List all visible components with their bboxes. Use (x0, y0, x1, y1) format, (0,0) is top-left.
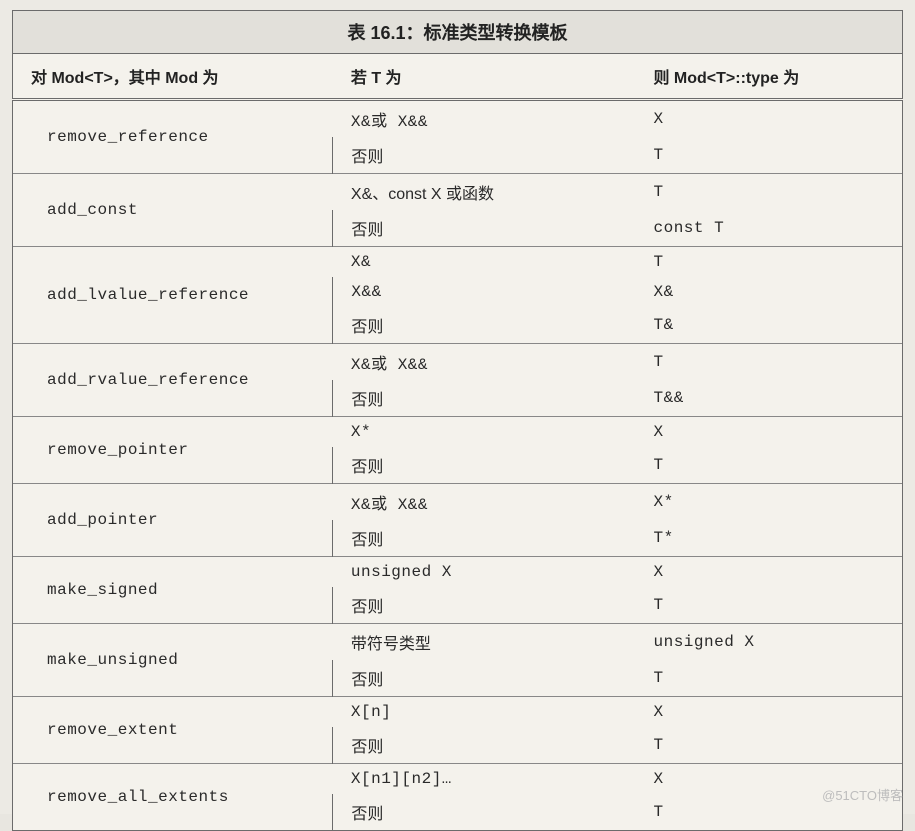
cell-if-t: X[n1][n2]… (333, 764, 636, 795)
table-row: remove_extentX[n]X (13, 697, 903, 728)
cell-if-t: X&& (333, 277, 636, 307)
cell-result: T (635, 174, 902, 211)
mod-name: remove_extent (47, 721, 178, 739)
table-row: add_lvalue_referenceX&T (13, 247, 903, 278)
cell-result: T (635, 247, 902, 278)
cell-result: X (635, 557, 902, 588)
watermark-text: @51CTO博客 (822, 785, 903, 804)
group-make_unsigned: make_unsigned带符号类型unsigned X否则T (13, 624, 903, 697)
cell-if-t: 否则 (333, 380, 636, 417)
cell-result: T&& (635, 380, 902, 417)
cell-result: T (635, 447, 902, 484)
mod-name: add_lvalue_reference (47, 286, 249, 304)
group-add_rvalue_reference: add_rvalue_referenceX&或 X&&T否则T&& (13, 344, 903, 417)
cell-if-t: X* (333, 417, 636, 448)
cell-result: T (635, 137, 902, 174)
cell-if-t: 否则 (333, 137, 636, 174)
group-remove_all_extents: remove_all_extentsX[n1][n2]…X否则T (13, 764, 903, 831)
cell-if-t: 否则 (333, 727, 636, 764)
group-add_pointer: add_pointerX&或 X&&X*否则T* (13, 484, 903, 557)
group-make_signed: make_signedunsigned XX否则T (13, 557, 903, 624)
group-add_const: add_constX&、const X 或函数T否则const T (13, 174, 903, 247)
cell-if-t: 否则 (333, 794, 636, 831)
table-row: add_constX&、const X 或函数T (13, 174, 903, 211)
mod-name: make_signed (47, 581, 158, 599)
mod-name: add_const (47, 201, 138, 219)
cell-result: X& (635, 277, 902, 307)
cell-if-t: X&或 X&& (333, 484, 636, 521)
group-add_lvalue_reference: add_lvalue_referenceX&TX&&X&否则T& (13, 247, 903, 344)
col-header-type: 则 Mod<T>::type 为 (635, 54, 902, 100)
cell-result: T (635, 660, 902, 697)
col-header-mod: 对 Mod<T>，其中 Mod 为 (13, 54, 333, 100)
cell-result: unsigned X (635, 624, 902, 661)
group-remove_pointer: remove_pointerX*X否则T (13, 417, 903, 484)
type-trait-table: 表 16.1：标准类型转换模板 对 Mod<T>，其中 Mod 为 若 T 为 … (12, 10, 903, 831)
table-row: make_signedunsigned XX (13, 557, 903, 588)
table-row: add_pointerX&或 X&&X* (13, 484, 903, 521)
cell-if-t: X& (333, 247, 636, 278)
cell-if-t: 否则 (333, 307, 636, 344)
cell-result: T (635, 344, 902, 381)
cell-result: X (635, 100, 902, 138)
cell-result: X* (635, 484, 902, 521)
cell-if-t: 否则 (333, 447, 636, 484)
cell-if-t: 否则 (333, 520, 636, 557)
cell-if-t: X&、const X 或函数 (333, 174, 636, 211)
table-row: make_unsigned带符号类型unsigned X (13, 624, 903, 661)
group-remove_reference: remove_referenceX&或 X&&X否则T (13, 100, 903, 174)
cell-result: X (635, 417, 902, 448)
cell-result: T (635, 587, 902, 624)
table-header-row: 对 Mod<T>，其中 Mod 为 若 T 为 则 Mod<T>::type 为 (13, 54, 903, 100)
col-header-t: 若 T 为 (333, 54, 636, 100)
cell-if-t: X[n] (333, 697, 636, 728)
mod-name: add_rvalue_reference (47, 371, 249, 389)
cell-result: T& (635, 307, 902, 344)
mod-name: add_pointer (47, 511, 158, 529)
cell-if-t: 带符号类型 (333, 624, 636, 661)
mod-name: make_unsigned (47, 651, 178, 669)
cell-result: T (635, 727, 902, 764)
cell-result: X (635, 697, 902, 728)
table-title: 表 16.1：标准类型转换模板 (13, 11, 903, 54)
cell-result: const T (635, 210, 902, 247)
table-row: remove_pointerX*X (13, 417, 903, 448)
cell-if-t: X&或 X&& (333, 344, 636, 381)
cell-result: T* (635, 520, 902, 557)
group-remove_extent: remove_extentX[n]X否则T (13, 697, 903, 764)
table-title-row: 表 16.1：标准类型转换模板 (13, 11, 903, 54)
mod-name: remove_pointer (47, 441, 188, 459)
table-row: remove_all_extentsX[n1][n2]…X (13, 764, 903, 795)
cell-if-t: X&或 X&& (333, 100, 636, 138)
cell-if-t: 否则 (333, 210, 636, 247)
table-row: add_rvalue_referenceX&或 X&&T (13, 344, 903, 381)
mod-name: remove_reference (47, 128, 209, 146)
mod-name: remove_all_extents (47, 788, 229, 806)
cell-if-t: 否则 (333, 660, 636, 697)
table-row: remove_referenceX&或 X&&X (13, 100, 903, 138)
cell-if-t: 否则 (333, 587, 636, 624)
cell-if-t: unsigned X (333, 557, 636, 588)
